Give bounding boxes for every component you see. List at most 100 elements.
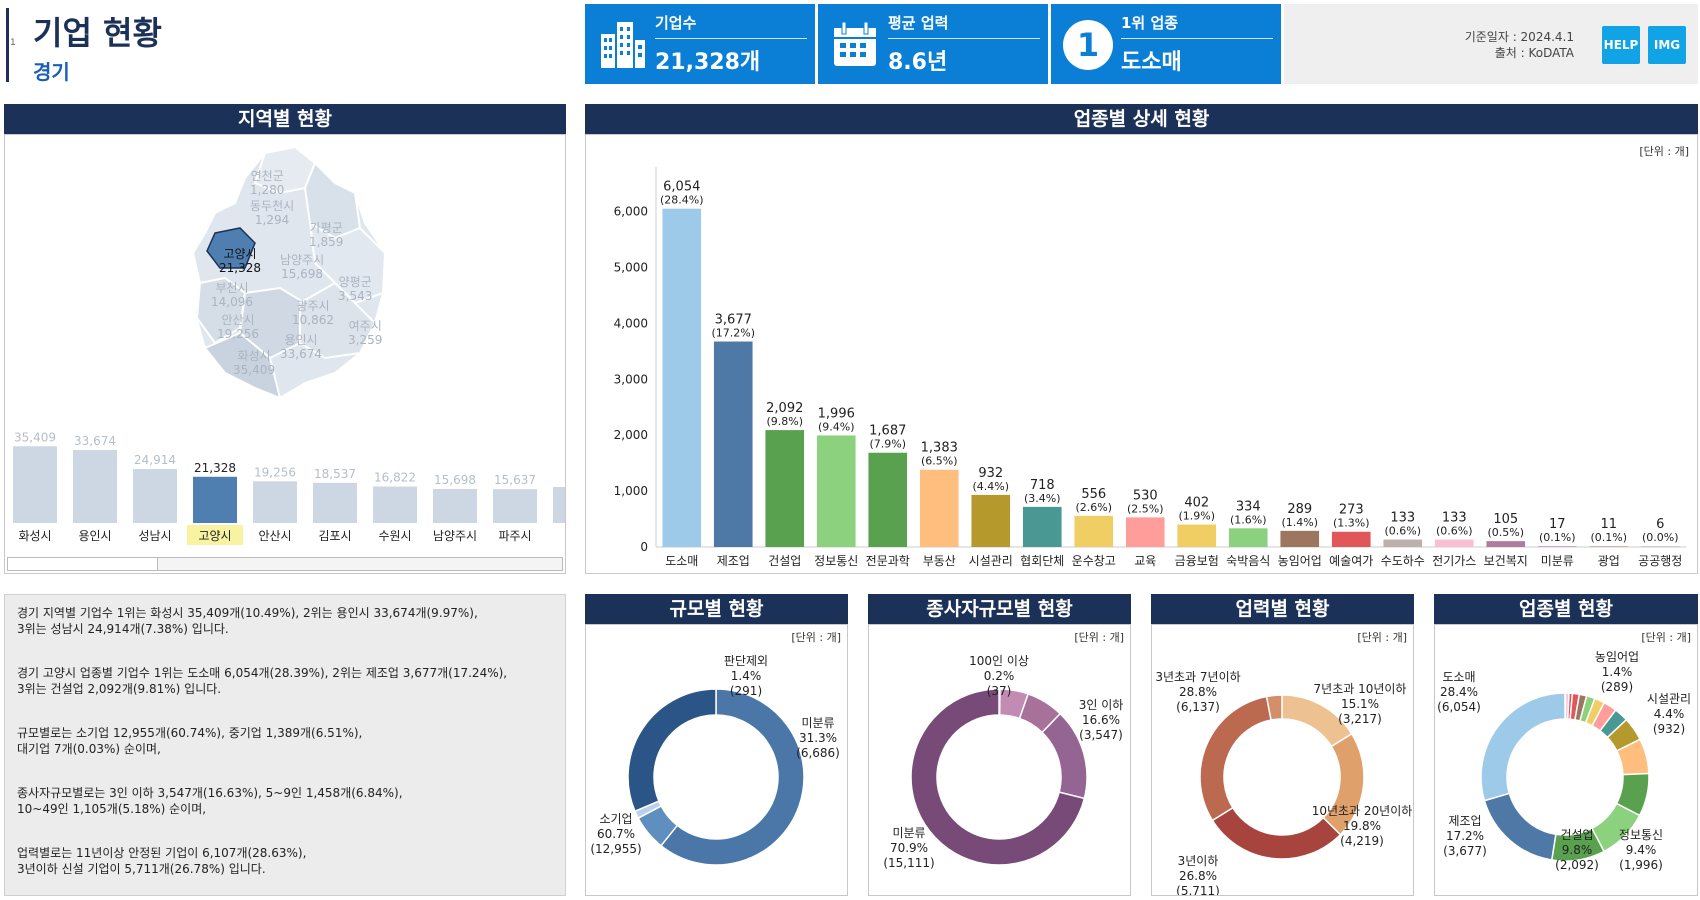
y-tick-label: 3,000 (614, 372, 648, 386)
industry-bar (971, 494, 1011, 547)
x-tick-label: 예술여가 (1329, 554, 1373, 568)
gyeonggi-map[interactable] (185, 143, 395, 413)
kpi-value: 도소매 (1121, 50, 1182, 75)
bar-value-label: 932 (978, 466, 1003, 481)
map-label: 양평군 3,543 (338, 275, 373, 303)
rank-one-icon: 1 (1063, 20, 1113, 70)
donut-label: (291) (730, 684, 762, 698)
map-label: 연천군 1,280 (250, 169, 285, 197)
bar-pct-label: (0.1%) (1539, 531, 1576, 544)
donut-label: 미분류 (892, 826, 925, 840)
map-label-highlight: 고양시 21,328 (219, 247, 261, 275)
industry-share-panel: [단위 : 개] 도소매 28.4% (6,054) 농임어업 1.4% (289) 시설관… (1434, 624, 1698, 896)
bar-value-label: 1,687 (869, 424, 906, 439)
region-bar-value: 15,637 (494, 473, 536, 487)
bar-pct-label: (28.4%) (660, 194, 704, 207)
bar-pct-label: (9.8%) (766, 415, 803, 428)
donut-label: 건설업 (1560, 828, 1593, 842)
bar-pct-label: (9.4%) (818, 420, 855, 433)
region-bar (73, 450, 117, 523)
bar-value-label: 530 (1133, 488, 1158, 503)
horizontal-scrollbar[interactable] (7, 557, 563, 571)
bar-pct-label: (0.6%) (1436, 525, 1473, 538)
x-tick-label: 금융보험 (1175, 554, 1219, 568)
bar-value-label: 556 (1081, 487, 1106, 502)
summary-paragraph: 종사자규모별로는 3인 이하 3,547개(16.63%), 5~9인 1,45… (17, 786, 403, 816)
x-tick-label: 숙박음식 (1226, 554, 1270, 568)
bar-pct-label: (4.4%) (972, 480, 1009, 493)
side-mark: 1 (10, 38, 16, 48)
region-bar-value: 19,256 (254, 465, 296, 479)
region-bar-value: 21,328 (194, 461, 236, 475)
region-bar-value: 33,674 (74, 434, 116, 448)
donut-label: 0.2% (984, 669, 1015, 683)
map-labels: 연천군 1,280 동두천시 1,294 가평군 1,859 고양시 21,328 남양… (5, 135, 565, 415)
unit-label: [단위 : 개] (1641, 631, 1691, 644)
region-bar-label: 안산시 (258, 529, 291, 543)
donut-label: 미분류 (801, 716, 834, 730)
unit-label: [단위 : 개] (1074, 631, 1124, 644)
region-bar-label: 화성시 (18, 529, 51, 543)
unit-label: [단위 : 개] (1639, 145, 1689, 158)
donut-slice (627, 688, 717, 813)
donut-slice (910, 688, 1086, 866)
img-button[interactable]: IMG (1648, 26, 1686, 64)
bar-pct-label: (1.6%) (1230, 513, 1267, 526)
x-tick-label: 운수창고 (1072, 554, 1116, 568)
donut-slice (1483, 792, 1557, 861)
bar-pct-label: (0.5%) (1487, 526, 1524, 539)
bar-value-label: 133 (1390, 511, 1415, 526)
kpi-value: 8.6년 (888, 50, 948, 75)
region-bar-value: 35,409 (14, 430, 56, 444)
region-bar (493, 489, 537, 523)
page-title: 기업 현황 (33, 14, 162, 52)
x-tick-label: 시설관리 (969, 554, 1013, 568)
map-label: 안산시 19,256 (217, 313, 259, 341)
region-bar (253, 481, 297, 523)
bar-value-label: 1,996 (818, 406, 855, 421)
kpi-company-count: 기업수 21,328개 (585, 4, 815, 84)
map-label: 용인시 33,674 (280, 333, 322, 361)
region-bar-value: 18,537 (314, 467, 356, 481)
region-bar-label: 수원시 (378, 529, 411, 543)
donut-label: 4.4% (1654, 707, 1685, 721)
bar-value-label: 1,383 (921, 441, 958, 456)
industry-bar-chart: 0 1,000 2,000 3,000 4,000 5,000 6,000 6,054(28.… (614, 167, 1686, 568)
donut-label: 1.4% (731, 669, 762, 683)
donut-slice (1265, 694, 1283, 721)
help-button[interactable]: HELP (1602, 26, 1640, 64)
donut-label: (3,677) (1443, 844, 1487, 858)
map-label: 가평군 1,859 (309, 221, 344, 249)
industry-bar (713, 341, 753, 547)
bar-pct-label: (1.9%) (1178, 510, 1215, 523)
industry-bar (1125, 517, 1165, 547)
donut-label: (6,054) (1437, 700, 1481, 714)
donut-label: 제조업 (1448, 814, 1481, 828)
donut-label: 70.9% (890, 841, 928, 855)
bar-pct-label: (1.3%) (1333, 517, 1370, 530)
region-bar (373, 486, 417, 523)
industry-bar (1383, 539, 1423, 547)
map-label: 광주시 10,862 (292, 299, 334, 327)
data-source: 출처 : KoDATA (1494, 46, 1574, 60)
x-tick-label: 제조업 (717, 554, 750, 568)
donut-label: 100인 이상 (969, 654, 1029, 668)
bar-value-label: 2,092 (766, 401, 803, 416)
scrollbar-thumb[interactable] (8, 558, 158, 570)
x-tick-label: 건설업 (768, 554, 801, 568)
donut-label: (3,547) (1079, 728, 1123, 742)
industry-bar (1331, 531, 1371, 547)
bar-pct-label: (1.4%) (1281, 516, 1318, 529)
donut-label: 판단제외 (724, 654, 768, 668)
region-label-highlight (187, 525, 243, 545)
donut-label: 60.7% (597, 827, 635, 841)
map-label: 남양주시 15,698 (280, 253, 325, 281)
bar-value-label: 133 (1442, 511, 1467, 526)
donut-label: 16.6% (1082, 713, 1120, 727)
industry-bar (1537, 546, 1577, 547)
industry-bar (1434, 539, 1474, 547)
donut-label: (932) (1653, 722, 1685, 736)
y-tick-label: 4,000 (614, 316, 648, 330)
